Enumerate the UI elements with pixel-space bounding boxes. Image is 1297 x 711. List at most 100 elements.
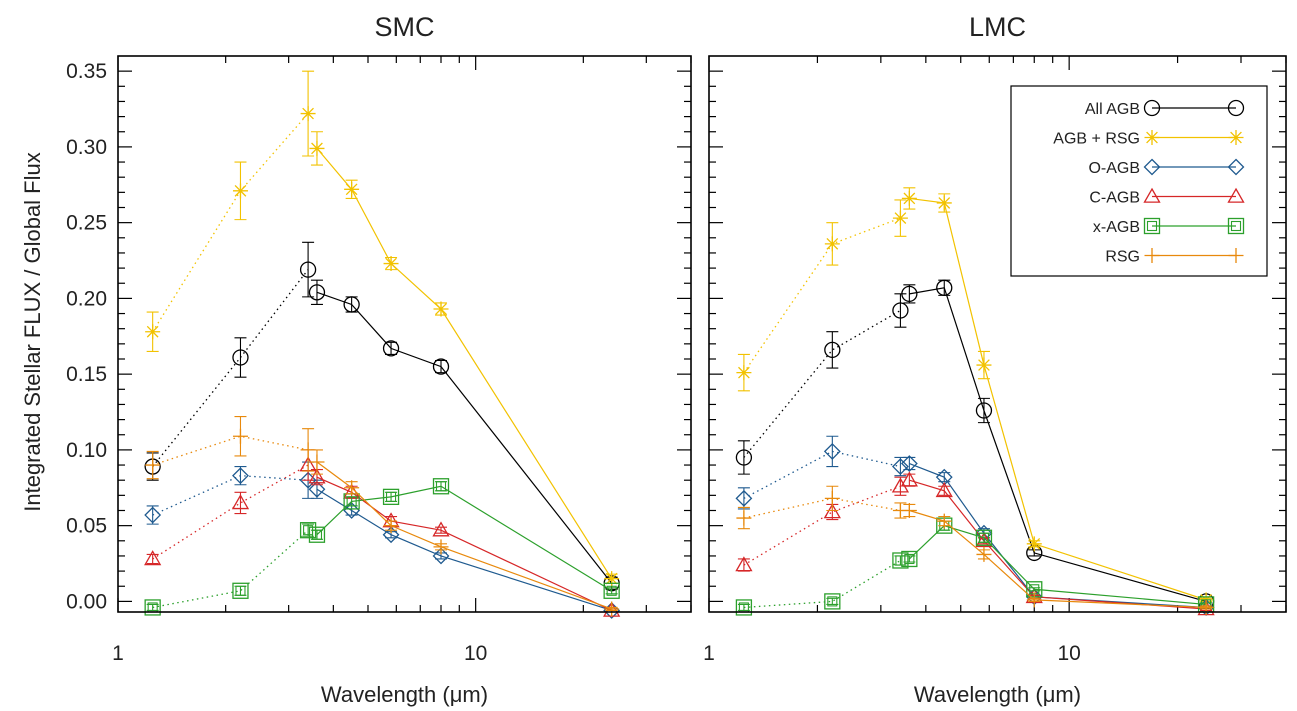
legend-marker — [1227, 217, 1245, 235]
data-point — [308, 284, 326, 301]
data-point — [936, 513, 952, 529]
data-point — [900, 455, 918, 472]
data-point — [824, 236, 840, 252]
data-point — [300, 442, 316, 458]
legend-label: All AGB — [1085, 101, 1140, 118]
legend-marker — [1144, 248, 1160, 263]
series-all_agb — [144, 241, 620, 592]
legend-label: x-AGB — [1093, 219, 1140, 236]
series-line-dotted — [152, 464, 309, 560]
legend-marker — [1143, 158, 1161, 176]
series-rsg — [736, 485, 1214, 615]
series-line — [316, 461, 612, 610]
y-tick-label: 0.25 — [66, 212, 107, 235]
series-line — [316, 148, 613, 579]
legend-label: RSG — [1105, 249, 1140, 266]
data-point — [736, 365, 752, 381]
data-point — [383, 518, 399, 534]
error-bar — [435, 526, 448, 534]
data-point — [736, 510, 752, 526]
data-point — [383, 256, 399, 272]
data-point — [432, 547, 450, 565]
data-point — [145, 457, 161, 473]
data-point — [901, 502, 917, 518]
legend-marker — [1227, 187, 1245, 203]
data-point — [232, 183, 248, 199]
data-point — [735, 556, 753, 572]
x-tick-label: 1 — [703, 642, 715, 665]
data-point — [604, 601, 620, 617]
error-bar — [826, 331, 839, 369]
data-point — [145, 324, 161, 340]
data-point — [308, 480, 326, 498]
legend-marker — [1227, 158, 1245, 176]
data-point — [299, 261, 317, 278]
series-o_agb — [735, 435, 1215, 616]
error-bar — [310, 279, 323, 306]
data-point — [309, 140, 325, 156]
panel-smc: SMC Wavelength (μm) 1 10 0.00 0.05 0.10 0.15 0.2… — [66, 12, 692, 707]
error-bar — [146, 553, 159, 565]
data-point — [901, 190, 917, 206]
data-point — [309, 454, 325, 470]
data-point — [891, 458, 909, 475]
legend-label: C-AGB — [1089, 190, 1140, 207]
data-point — [975, 402, 993, 419]
legend-box — [1010, 85, 1268, 277]
y-tick-label: 0.00 — [66, 590, 107, 613]
data-point — [232, 582, 249, 599]
data-point — [382, 488, 400, 506]
data-point — [824, 490, 840, 506]
error-bar — [894, 293, 907, 328]
data-point — [382, 526, 400, 544]
error-bar — [977, 397, 990, 424]
y-axis-label: Integrated Stellar FLUX / Global Flux — [20, 152, 45, 512]
series-x_agb — [144, 478, 620, 616]
data-point — [936, 279, 953, 296]
data-point — [232, 349, 249, 366]
legend-marker — [1143, 187, 1161, 203]
data-point — [308, 526, 326, 543]
data-point — [344, 480, 360, 496]
data-point — [901, 550, 918, 568]
data-point — [433, 539, 449, 555]
series-c_agb — [735, 471, 1215, 616]
data-point — [1026, 536, 1042, 552]
error-bar — [435, 359, 448, 374]
series-line-dotted — [743, 497, 901, 519]
legend: All AGB AGB + RSG O-AGB C-AGB x-AGB RSG — [1010, 85, 1268, 277]
error-bar — [938, 485, 951, 496]
series-x_agb — [735, 517, 1215, 616]
series-line-dotted — [152, 529, 309, 609]
axis-ticks — [117, 56, 692, 612]
legend-label: O-AGB — [1088, 160, 1140, 177]
data-point — [735, 489, 753, 507]
series-line — [909, 479, 1207, 610]
data-point — [144, 506, 162, 524]
data-point — [1026, 592, 1042, 608]
series-line — [316, 291, 613, 584]
data-point — [432, 521, 450, 537]
error-bar — [938, 279, 951, 296]
error-bar — [302, 241, 315, 298]
data-point — [935, 481, 953, 498]
series-all_agb — [735, 279, 1215, 610]
series-line-dotted — [743, 450, 901, 499]
error-bar — [903, 284, 916, 304]
data-point — [604, 571, 620, 587]
series-c_agb — [144, 449, 621, 617]
data-point — [824, 593, 841, 610]
error-bar — [826, 435, 839, 468]
data-point — [976, 546, 992, 562]
series-line-dotted — [743, 485, 901, 566]
data-point — [232, 467, 249, 485]
series-line-dotted — [152, 435, 309, 466]
series-line-dotted — [743, 559, 901, 609]
data-point — [432, 478, 450, 495]
data-point — [308, 468, 326, 484]
data-point — [892, 302, 909, 319]
y-tick-label: 0.15 — [66, 363, 107, 386]
series-line — [316, 485, 612, 592]
panel-lmc: LMC Wavelength (μm) 1 10 All AGB AGB + RSG O-A… — [703, 12, 1287, 707]
series-line-dotted — [152, 113, 309, 333]
